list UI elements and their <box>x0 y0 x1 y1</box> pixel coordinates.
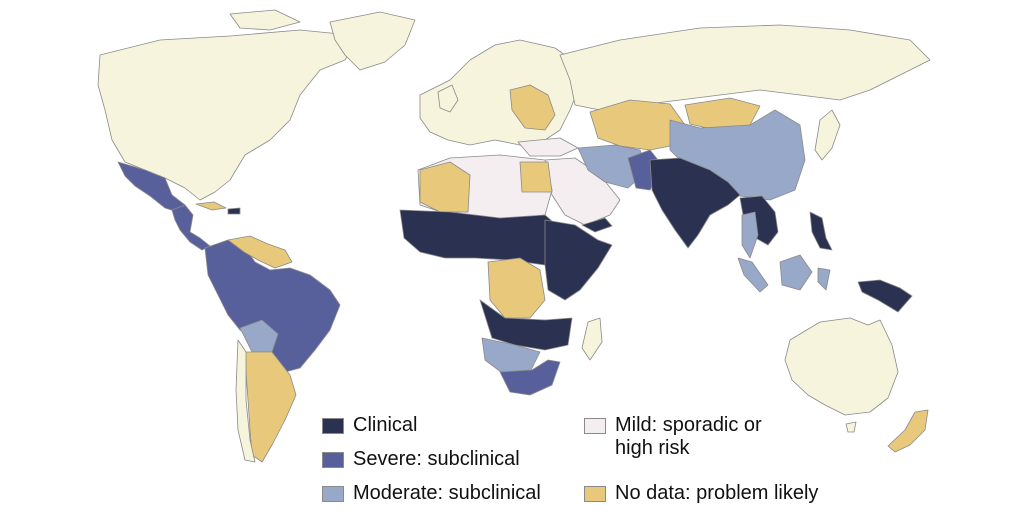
legend-swatch-clinical <box>322 418 344 434</box>
south-america-northwest <box>204 239 341 373</box>
central-africa <box>487 257 546 319</box>
venezuela-guiana <box>227 235 293 269</box>
japan <box>814 109 841 161</box>
yemen <box>581 217 613 233</box>
sumatra <box>737 257 769 293</box>
sulawesi <box>817 267 831 291</box>
southern-central-africa <box>479 299 573 351</box>
india <box>649 157 741 249</box>
region-europe <box>419 39 581 157</box>
region-asia <box>544 24 931 313</box>
bolivia <box>239 319 279 353</box>
legend-swatch-moderate <box>322 486 344 502</box>
legend-item-clinical: Clinical <box>322 414 417 437</box>
region-oceania <box>784 317 929 453</box>
legend-item-mild: Mild: sporadic or high risk <box>584 414 762 460</box>
legend-item-moderate: Moderate: subclinical <box>322 482 541 505</box>
legend-swatch-severe <box>322 452 344 468</box>
legend-label-mild-line1: Mild: sporadic or <box>615 414 762 436</box>
central-america <box>171 204 211 251</box>
cuba <box>195 201 227 211</box>
legend-label-clinical: Clinical <box>353 414 418 436</box>
horn-east-africa <box>544 219 613 301</box>
borneo <box>779 254 813 291</box>
turkey <box>517 137 579 157</box>
philippines <box>809 211 833 251</box>
legend-label-no-data: No data: problem likely <box>615 482 819 504</box>
arctic-islands <box>229 9 301 31</box>
new-guinea <box>857 279 913 313</box>
legend-item-severe: Severe: subclinical <box>322 448 520 471</box>
region-africa <box>399 154 613 396</box>
new-zealand <box>887 409 929 453</box>
region-south-america <box>204 235 341 463</box>
russia <box>559 24 931 111</box>
egypt <box>519 161 553 193</box>
legend-label-mild: Mild: sporadic or high risk <box>615 414 762 460</box>
australia <box>784 317 899 416</box>
map-legend: Clinical Severe: subclinical Moderate: s… <box>322 414 882 510</box>
region-north-america <box>97 9 416 251</box>
south-africa <box>499 359 561 396</box>
eastern-europe <box>509 84 556 131</box>
legend-label-mild-line2: high risk <box>615 437 690 459</box>
thailand <box>741 211 759 259</box>
uk-ireland <box>437 84 459 113</box>
north-america-landmass <box>97 29 361 201</box>
tasmania <box>845 421 857 433</box>
legend-item-no-data: No data: problem likely <box>584 482 818 505</box>
legend-swatch-no-data <box>584 486 606 502</box>
legend-label-severe: Severe: subclinical <box>353 448 520 470</box>
greenland <box>329 11 416 71</box>
legend-label-moderate: Moderate: subclinical <box>353 482 541 504</box>
chile <box>235 339 256 463</box>
legend-swatch-mild <box>584 418 606 434</box>
southern-cone <box>244 351 297 463</box>
algeria <box>419 161 471 213</box>
haiti <box>227 207 241 215</box>
madagascar <box>581 317 603 361</box>
